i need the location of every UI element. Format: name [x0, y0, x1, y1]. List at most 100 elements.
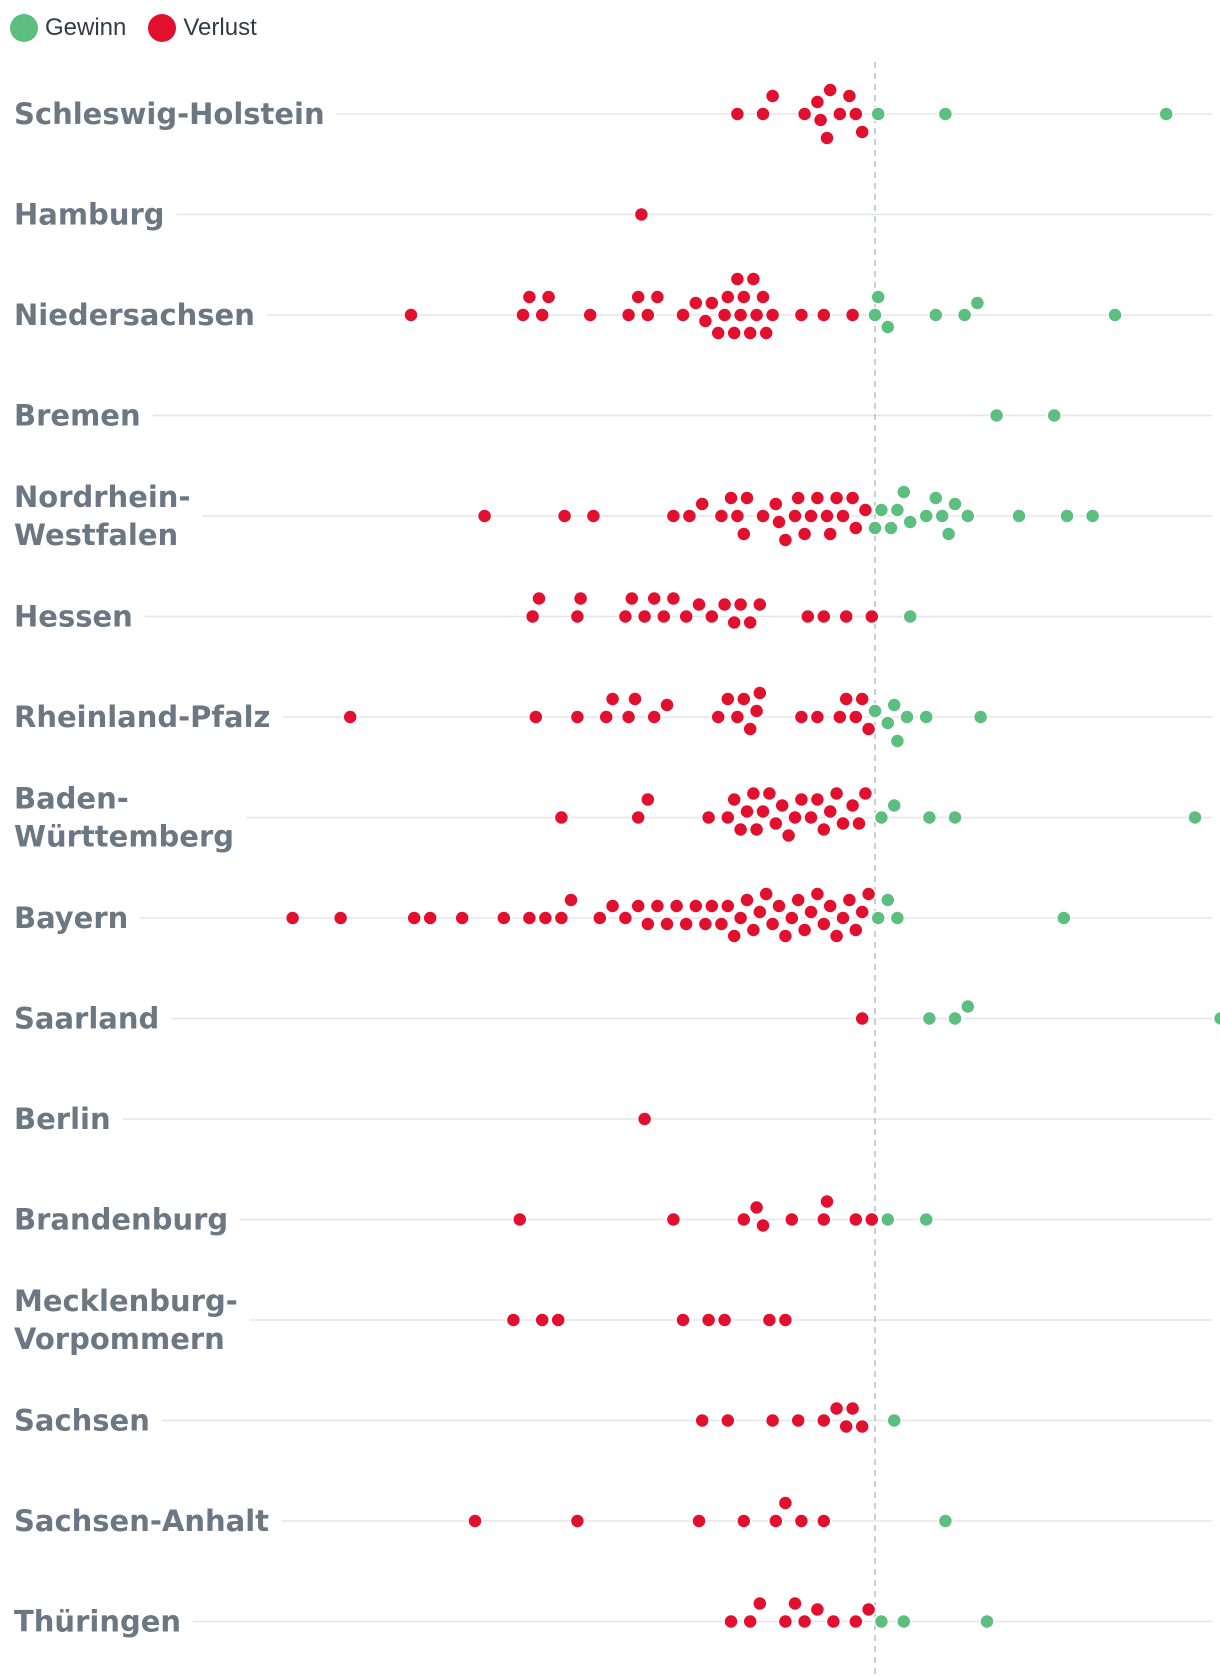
loss-dot [816, 307, 832, 323]
gain-dot [880, 1211, 896, 1228]
loss-dot [742, 1613, 758, 1630]
gain-dot [921, 1010, 938, 1027]
loss-dot [656, 608, 672, 625]
gain-dot [873, 502, 890, 518]
loss-dot [742, 614, 758, 631]
loss-dot [534, 307, 550, 323]
loss-dot [700, 809, 717, 826]
gain-dot [870, 289, 886, 305]
loss-dot [864, 1211, 880, 1228]
row-gridlines [122, 113, 1212, 1623]
loss-dot [771, 898, 787, 914]
row-label-line: Württemberg [14, 820, 234, 854]
loss-dot [755, 1217, 771, 1234]
loss-dot [803, 508, 819, 524]
row-label-line: Vorpommern [14, 1322, 225, 1356]
loss-dot [745, 922, 762, 938]
loss-dot [732, 596, 749, 613]
gain-dot [902, 608, 918, 625]
loss-dot [809, 94, 826, 110]
row-label-line: Westfalen [14, 518, 178, 552]
gain-dot [928, 490, 944, 506]
loss-dot [745, 785, 762, 802]
loss-dot [640, 916, 656, 932]
loss-dot [832, 106, 848, 122]
loss-dot [793, 1513, 810, 1529]
dots [284, 82, 1220, 1630]
loss-dot [550, 1312, 566, 1328]
row-label: Thüringen [14, 1605, 181, 1639]
gain-dot [956, 307, 973, 323]
loss-dot [640, 307, 656, 323]
loss-dot [835, 508, 851, 524]
loss-dot [857, 502, 874, 518]
row-label-line: Bremen [14, 399, 141, 433]
loss-dot [537, 910, 554, 926]
loss-dot [748, 821, 765, 838]
gain-dot [1056, 910, 1072, 926]
gain-dot [886, 1412, 902, 1429]
loss-dot [816, 1211, 832, 1228]
loss-dot [828, 490, 845, 506]
loss-dot [809, 709, 826, 725]
loss-dot [841, 88, 858, 104]
row-label-line: Schleswig-Holstein [14, 97, 325, 131]
gain-dot [870, 910, 886, 926]
loss-dot [528, 709, 544, 725]
loss-dot [739, 803, 755, 820]
loss-dot [822, 803, 838, 820]
loss-dot [563, 892, 579, 908]
loss-dot [678, 916, 694, 932]
loss-dot [512, 1211, 528, 1228]
gain-dot [937, 1513, 954, 1529]
gain-dot [940, 526, 957, 542]
loss-dot [467, 1513, 483, 1529]
loss-dot [752, 596, 768, 613]
gain-dot [880, 892, 896, 908]
loss-dot [828, 928, 845, 944]
gain-dot [1187, 809, 1203, 826]
gain-dot [934, 508, 950, 524]
loss-dot [787, 809, 803, 826]
loss-dot [844, 797, 861, 814]
loss-dot [748, 307, 765, 323]
loss-dot [864, 608, 880, 625]
gain-dot [886, 697, 902, 713]
gain-dot [867, 703, 883, 719]
loss-dot [521, 910, 538, 926]
loss-dot [838, 1418, 854, 1435]
loss-dot [697, 916, 714, 932]
loss-dot [736, 691, 752, 707]
loss-dot [729, 508, 746, 524]
row-label: Sachsen-Anhalt [14, 1504, 269, 1538]
loss-dot [665, 1211, 682, 1228]
gain-dot [902, 514, 918, 530]
loss-dot [726, 325, 742, 341]
loss-dot [854, 691, 870, 707]
row-label-line: Berlin [14, 1102, 111, 1136]
loss-dot [617, 910, 634, 926]
loss-dot [630, 289, 646, 305]
legend-loss-label: Verlust [183, 14, 257, 41]
loss-dot [710, 709, 726, 725]
loss-dot [720, 809, 736, 826]
gain-dot [947, 496, 963, 512]
loss-dot [668, 898, 685, 914]
loss-dot [720, 289, 736, 305]
loss-dot [630, 898, 646, 914]
loss-dot [649, 898, 666, 914]
loss-dot [787, 508, 803, 524]
loss-dot [700, 1312, 717, 1328]
loss-dot [774, 797, 790, 814]
loss-dot [572, 590, 589, 607]
loss-dot [854, 124, 870, 140]
row-label-line: Niedersachsen [14, 298, 255, 332]
loss-dot [553, 809, 570, 826]
loss-dot [729, 271, 746, 287]
row-label-line: Hessen [14, 600, 133, 634]
loss-dot [848, 709, 864, 725]
row-label: Brandenburg [14, 1203, 228, 1237]
loss-dot [732, 821, 749, 838]
loss-dot [758, 886, 774, 902]
loss-dot [422, 910, 438, 926]
